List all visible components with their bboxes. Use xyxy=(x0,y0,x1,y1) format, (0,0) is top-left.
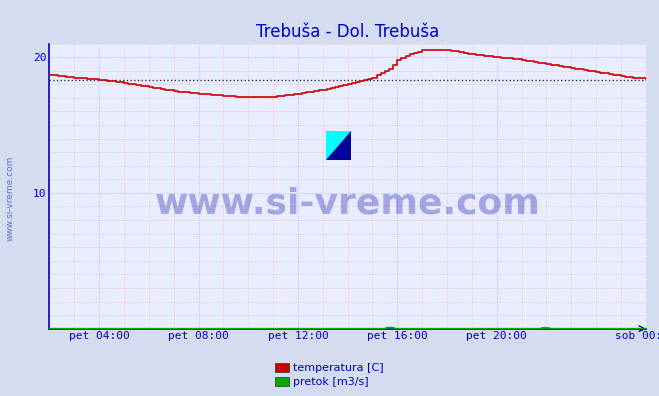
Polygon shape xyxy=(326,131,351,160)
Text: www.si-vreme.com: www.si-vreme.com xyxy=(5,155,14,241)
Legend: temperatura [C], pretok [m3/s]: temperatura [C], pretok [m3/s] xyxy=(272,360,387,390)
Text: www.si-vreme.com: www.si-vreme.com xyxy=(155,186,540,220)
Title: Trebuša - Dol. Trebuša: Trebuša - Dol. Trebuša xyxy=(256,23,440,41)
Polygon shape xyxy=(326,131,351,160)
